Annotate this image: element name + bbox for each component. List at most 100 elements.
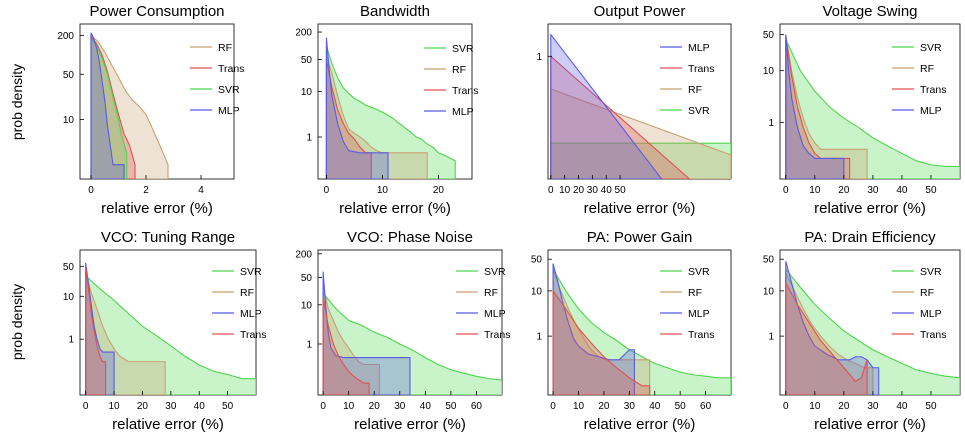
x-tick-label: 60	[700, 401, 712, 412]
x-tick-label: 30	[624, 401, 636, 412]
x-axis-label: relative error (%)	[814, 416, 926, 433]
legend-label-svr: SVR	[452, 43, 474, 55]
legend-label-trans: Trans	[452, 85, 478, 97]
series-area-rf	[785, 34, 868, 179]
chart-panel-1: Power Consumption 0 2 4 10 50 200 relative erro…	[57, 3, 244, 217]
series-area-trans	[85, 266, 107, 395]
y-tick-label: 1	[536, 332, 542, 343]
chart-panel-7: PA: Power Gain 0 10 20 30 40 50 60 1 10 50 relative…	[531, 229, 732, 433]
legend-label-svr: SVR	[218, 84, 240, 96]
legend-label-trans: Trans	[688, 63, 714, 75]
legend-label-rf: RF	[920, 63, 934, 75]
chart-title: VCO: Tuning Range	[101, 229, 235, 246]
series-areas	[785, 261, 960, 395]
x-tick-label: 10	[809, 401, 821, 412]
legend-label-rf: RF	[688, 287, 702, 299]
legend-label-rf: RF	[688, 84, 702, 96]
chart-title: PA: Power Gain	[587, 229, 693, 246]
x-tick-label: 10	[109, 401, 121, 412]
legend-label-rf: RF	[218, 42, 232, 54]
legend-label-mlp: MLP	[688, 42, 710, 54]
legend-label-trans: Trans	[484, 329, 510, 341]
x-axis-label: relative error (%)	[354, 416, 466, 433]
x-tick-label: 10	[809, 185, 821, 196]
series-areas	[90, 32, 169, 179]
legend-label-mlp: MLP	[452, 106, 474, 118]
y-tick-label: 200	[295, 249, 312, 260]
series-area-svr	[85, 274, 256, 395]
y-tick-label: 1	[306, 339, 312, 350]
legend-label-svr: SVR	[688, 266, 710, 278]
y-tick-label: 1	[768, 332, 774, 343]
x-tick-label: 50	[925, 185, 937, 196]
legend-label-rf: RF	[452, 64, 466, 76]
x-tick-label: 0	[324, 185, 330, 196]
series-area-trans	[785, 282, 868, 395]
legend-label-trans: Trans	[240, 329, 266, 341]
x-tick-label: 0	[550, 401, 556, 412]
x-tick-label: 0	[83, 401, 89, 412]
x-tick-label: 40	[420, 401, 432, 412]
legend-label-svr: SVR	[688, 105, 710, 117]
x-tick-label: 0	[548, 185, 554, 196]
series-areas	[85, 262, 256, 395]
x-tick-label: 20	[838, 401, 850, 412]
series-area-trans	[322, 297, 370, 395]
x-tick-label: 30	[165, 401, 177, 412]
y-tick-label: 200	[57, 31, 74, 42]
legend-label-svr: SVR	[920, 42, 942, 54]
chart-title: Power Consumption	[89, 3, 224, 20]
chart-panel-8: PA: Drain Efficiency 0 10 20 30 40 50 1 10 50 rela…	[763, 229, 961, 433]
legend-label-rf: RF	[484, 287, 498, 299]
legend-label-rf: RF	[240, 287, 254, 299]
x-tick-label: 50	[445, 401, 457, 412]
series-area-mlp	[85, 262, 115, 395]
chart-title: Bandwidth	[360, 3, 430, 20]
y-tick-label: 50	[63, 70, 75, 81]
chart-title: PA: Drain Efficiency	[804, 229, 936, 246]
series-area-svr	[322, 291, 502, 395]
y-tick-label: 50	[763, 30, 775, 41]
series-area-mlp	[550, 32, 663, 179]
y-tick-label: 50	[63, 262, 75, 273]
x-tick-label: 30	[587, 185, 599, 196]
x-tick-label: 20	[573, 185, 585, 196]
legend-label-trans: Trans	[688, 329, 714, 341]
chart-title: Voltage Swing	[822, 3, 917, 20]
legend-label-svr: SVR	[920, 266, 942, 278]
y-tick-label: 10	[301, 87, 313, 98]
series-area-mlp	[90, 32, 125, 179]
series-area-rf	[325, 55, 428, 179]
x-tick-label: 40	[896, 185, 908, 196]
series-area-trans	[785, 36, 851, 179]
y-tick-label: 10	[763, 66, 775, 77]
y-tick-label: 50	[301, 55, 313, 66]
y-tick-label: 1	[306, 132, 312, 143]
y-tick-label: 10	[531, 286, 543, 297]
x-tick-label: 40	[649, 401, 661, 412]
legend-label-mlp: MLP	[484, 308, 506, 320]
series-area-mlp	[785, 261, 880, 395]
series-area-svr	[785, 267, 960, 395]
x-tick-label: 4	[198, 185, 204, 196]
x-tick-label: 10	[559, 185, 571, 196]
x-axis-label: relative error (%)	[112, 416, 224, 433]
series-area-rf	[322, 285, 380, 395]
chart-panel-2: Bandwidth 0 10 20 1 10 50 200 relative error (%)…	[295, 3, 478, 217]
chart-title: Output Power	[594, 3, 686, 20]
legend-label-trans: Trans	[218, 63, 244, 75]
x-tick-label: 20	[433, 185, 445, 196]
y-tick-label: 50	[531, 255, 543, 266]
y-tick-label: 200	[295, 28, 312, 39]
legend-label-trans: Trans	[920, 329, 946, 341]
x-tick-label: 20	[838, 185, 850, 196]
x-tick-label: 50	[675, 401, 687, 412]
x-tick-label: 0	[320, 401, 326, 412]
y-tick-label: 1	[536, 52, 542, 63]
y-tick-label: 50	[763, 255, 775, 266]
chart-panel-5: VCO: Tuning Range 0 10 20 30 40 50 1 10 50 relativ…	[63, 229, 267, 433]
y-tick-label: 10	[63, 115, 75, 126]
series-area-mlp	[552, 263, 635, 395]
